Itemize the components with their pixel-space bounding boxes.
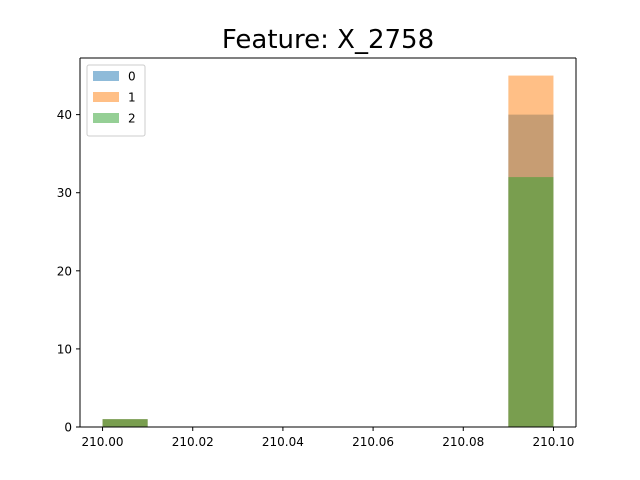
legend-swatch-1 (93, 92, 119, 102)
x-tick-label-3: 210.06 (352, 435, 394, 449)
x-tick-label-2: 210.04 (262, 435, 304, 449)
x-tick-label-0: 210.00 (82, 435, 124, 449)
legend-label-1: 1 (128, 91, 136, 105)
bars-group (102, 75, 554, 428)
y-tick-label-4: 40 (57, 108, 72, 122)
x-tick-label-4: 210.08 (442, 435, 484, 449)
x-tick-label-5: 210.10 (532, 435, 574, 449)
y-tick-label-0: 0 (64, 421, 72, 435)
y-tick-label-3: 30 (57, 186, 72, 200)
legend: 0 1 2 (86, 64, 146, 137)
y-tick-label-2: 20 (57, 264, 72, 278)
legend-label-2: 2 (128, 112, 136, 126)
legend-swatch-0 (93, 71, 119, 81)
x-tick-label-1: 210.02 (172, 435, 214, 449)
legend-label-0: 0 (128, 70, 136, 84)
bar-series-2-1 (508, 177, 554, 427)
y-tick-label-1: 10 (57, 342, 72, 356)
axes-group: 210.00 210.02 210.04 210.06 210.08 210.100102… (57, 57, 577, 449)
bar-series-2-0 (102, 419, 148, 427)
chart-title: Feature: X_2758 (222, 25, 434, 55)
legend-swatch-2 (93, 113, 119, 123)
